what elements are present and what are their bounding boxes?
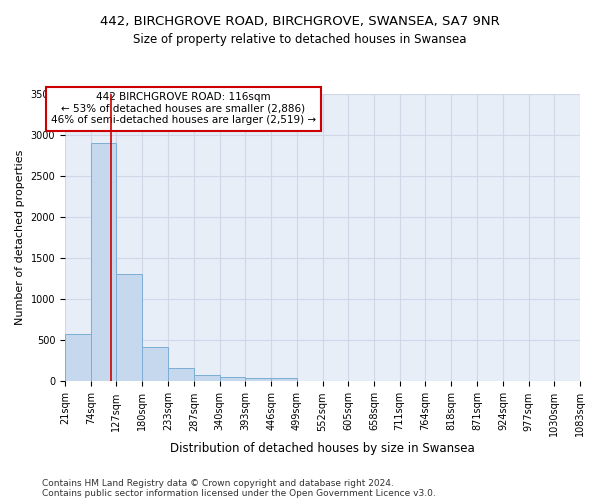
X-axis label: Distribution of detached houses by size in Swansea: Distribution of detached houses by size …: [170, 442, 475, 455]
Bar: [194, 376, 220, 382]
Bar: [245, 378, 271, 382]
Text: Contains public sector information licensed under the Open Government Licence v3: Contains public sector information licen…: [42, 488, 436, 498]
Bar: [168, 368, 194, 382]
Bar: [65, 334, 91, 382]
Text: Size of property relative to detached houses in Swansea: Size of property relative to detached ho…: [133, 32, 467, 46]
Text: 442 BIRCHGROVE ROAD: 116sqm
← 53% of detached houses are smaller (2,886)
46% of : 442 BIRCHGROVE ROAD: 116sqm ← 53% of det…: [51, 92, 316, 126]
Bar: [220, 377, 245, 382]
Bar: [91, 144, 116, 382]
Bar: [142, 348, 168, 382]
Text: Contains HM Land Registry data © Crown copyright and database right 2024.: Contains HM Land Registry data © Crown c…: [42, 478, 394, 488]
Text: 442, BIRCHGROVE ROAD, BIRCHGROVE, SWANSEA, SA7 9NR: 442, BIRCHGROVE ROAD, BIRCHGROVE, SWANSE…: [100, 15, 500, 28]
Bar: [116, 274, 142, 382]
Bar: [271, 378, 297, 382]
Y-axis label: Number of detached properties: Number of detached properties: [15, 150, 25, 326]
